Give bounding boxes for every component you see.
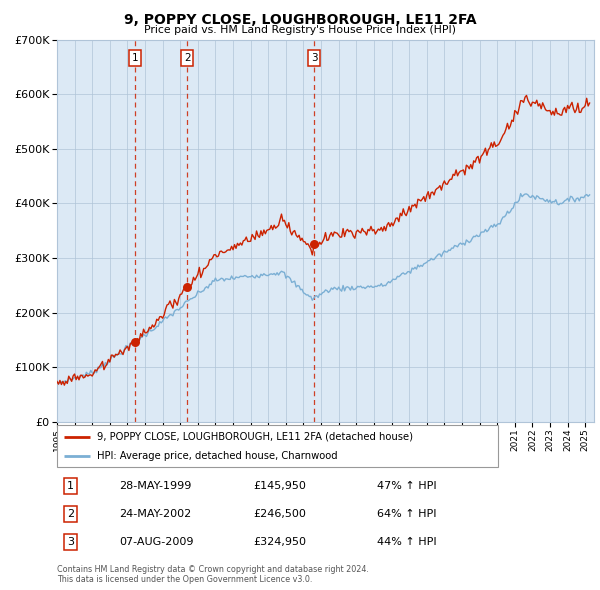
Text: 24-MAY-2002: 24-MAY-2002 [119, 509, 191, 519]
Text: 9, POPPY CLOSE, LOUGHBOROUGH, LE11 2FA (detached house): 9, POPPY CLOSE, LOUGHBOROUGH, LE11 2FA (… [97, 432, 413, 442]
Text: 44% ↑ HPI: 44% ↑ HPI [377, 537, 436, 547]
Text: This data is licensed under the Open Government Licence v3.0.: This data is licensed under the Open Gov… [57, 575, 313, 584]
Text: 64% ↑ HPI: 64% ↑ HPI [377, 509, 436, 519]
Text: Contains HM Land Registry data © Crown copyright and database right 2024.: Contains HM Land Registry data © Crown c… [57, 565, 369, 574]
Text: 9, POPPY CLOSE, LOUGHBOROUGH, LE11 2FA: 9, POPPY CLOSE, LOUGHBOROUGH, LE11 2FA [124, 13, 476, 27]
Text: 28-MAY-1999: 28-MAY-1999 [119, 481, 191, 491]
Text: 07-AUG-2009: 07-AUG-2009 [119, 537, 193, 547]
Text: £324,950: £324,950 [253, 537, 306, 547]
Text: 47% ↑ HPI: 47% ↑ HPI [377, 481, 436, 491]
Text: 3: 3 [67, 537, 74, 547]
Text: HPI: Average price, detached house, Charnwood: HPI: Average price, detached house, Char… [97, 451, 337, 461]
Text: 1: 1 [131, 53, 138, 63]
Text: Price paid vs. HM Land Registry's House Price Index (HPI): Price paid vs. HM Land Registry's House … [144, 25, 456, 35]
Text: 3: 3 [311, 53, 317, 63]
Text: £145,950: £145,950 [253, 481, 306, 491]
Text: 2: 2 [67, 509, 74, 519]
Text: 2: 2 [184, 53, 190, 63]
Text: £246,500: £246,500 [253, 509, 306, 519]
Text: 1: 1 [67, 481, 74, 491]
